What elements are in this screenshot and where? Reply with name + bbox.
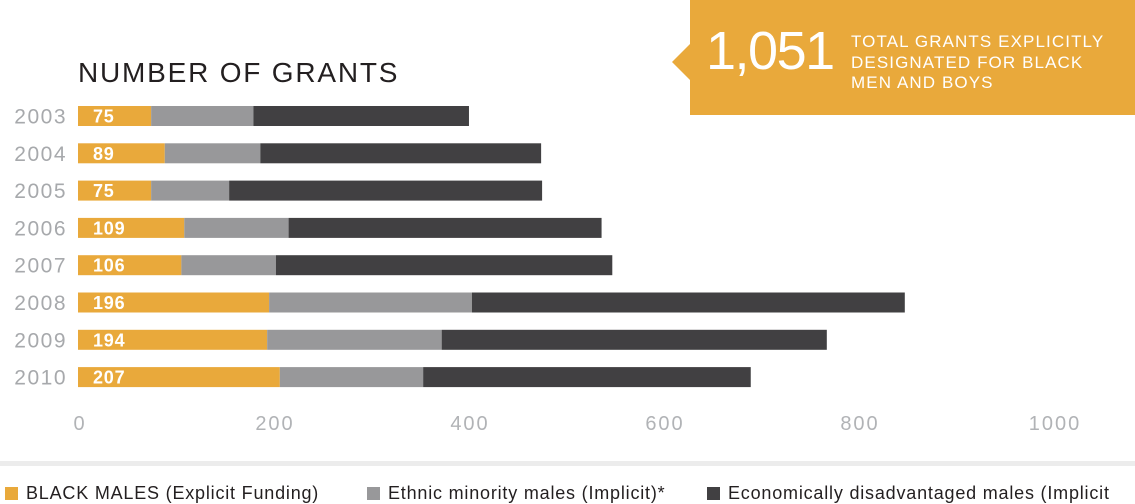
bar-segment-ethnic-minority-males-2003 (151, 106, 254, 126)
bar-segment-ethnic-minority-males-2007 (181, 255, 276, 276)
bar-segment-economically-disadvantaged-males-2008 (471, 292, 905, 313)
bar-segment-ethnic-minority-males-2006 (184, 217, 289, 238)
x-tick-label-800: 800 (840, 413, 879, 435)
bar-segment-economically-disadvantaged-males-2007 (275, 255, 613, 276)
bar-segment-economically-disadvantaged-males-2009 (441, 329, 827, 350)
bar-segment-black-males-2006 (78, 217, 185, 238)
bar-segment-ethnic-minority-males-2008 (269, 292, 472, 313)
bar-value-label-2003: 75 (93, 107, 115, 127)
bar-value-label-2007: 106 (93, 256, 125, 276)
bar-value-label-2009: 194 (93, 330, 125, 350)
bar-segment-black-males-2009 (78, 329, 268, 350)
bar-segment-black-males-2007 (78, 255, 182, 276)
chart-title: NUMBER OF GRANTS (78, 57, 400, 88)
year-label-2008: 2008 (14, 292, 67, 315)
bar-segment-economically-disadvantaged-males-2004 (260, 143, 542, 164)
callout-total-value: 1,051 (706, 21, 835, 81)
bar-segment-ethnic-minority-males-2009 (267, 329, 442, 350)
x-tick-label-200: 200 (255, 413, 294, 435)
bar-segment-black-males-2008 (78, 292, 270, 313)
stacked-bar-chart: 2003 75 2004 89 2005 75 2006 109 2007 106 2008 196 2… (14, 106, 1082, 436)
year-label-2009: 2009 (14, 329, 67, 352)
legend-swatch-ethnic-minority-males (367, 486, 380, 500)
x-tick-label-1000: 1000 (1029, 413, 1082, 435)
legend-item-black-males: BLACK MALES (Explicit Funding) (5, 484, 319, 502)
year-label-2005: 2005 (14, 180, 67, 203)
x-tick-label-0: 0 (73, 413, 86, 435)
legend-swatch-economically-disadvantaged-males (707, 486, 720, 500)
legend-item-ethnic-minority-males: Ethnic minority males (Implicit)* (367, 484, 665, 502)
year-label-2006: 2006 (14, 217, 67, 240)
bar-segment-economically-disadvantaged-males-2006 (288, 217, 602, 238)
year-label-2007: 2007 (14, 255, 67, 278)
callout-text-line-1: TOTAL GRANTS EXPLICITLY (851, 32, 1105, 51)
bar-segment-ethnic-minority-males-2010 (279, 367, 424, 388)
callout-pointer (672, 44, 690, 80)
bar-value-label-2004: 89 (93, 144, 115, 164)
bar-value-label-2010: 207 (93, 368, 125, 388)
total-grants-callout: 1,051 TOTAL GRANTS EXPLICITLY DESIGNATED… (672, 0, 1135, 115)
x-tick-label-400: 400 (450, 413, 489, 435)
bar-segment-black-males-2004 (78, 143, 165, 164)
legend-swatch-black-males (5, 486, 18, 500)
bar-segment-ethnic-minority-males-2004 (164, 143, 261, 164)
legend-divider (0, 461, 1135, 466)
year-label-2003: 2003 (14, 106, 67, 129)
callout-text-line-2: DESIGNATED FOR BLACK (851, 52, 1084, 72)
year-label-2004: 2004 (14, 143, 67, 166)
bar-segment-black-males-2010 (78, 367, 280, 388)
legend-label-black-males: BLACK MALES (Explicit Funding) (26, 483, 320, 503)
bar-segment-economically-disadvantaged-males-2005 (229, 180, 543, 201)
bar-value-label-2006: 109 (93, 218, 125, 238)
bar-segment-black-males-2005 (78, 180, 152, 201)
x-tick-label-600: 600 (645, 413, 684, 435)
legend-label-ethnic-minority-males: Ethnic minority males (Implicit)* (388, 483, 666, 503)
legend-label-economically-disadvantaged-males: Economically disadvantaged males (Implic… (728, 483, 1110, 503)
bar-segment-economically-disadvantaged-males-2003 (253, 106, 469, 126)
year-label-2010: 2010 (14, 367, 67, 390)
legend-item-economically-disadvantaged-males: Economically disadvantaged males (Implic… (707, 484, 1110, 502)
bar-segment-economically-disadvantaged-males-2010 (423, 367, 751, 388)
bar-value-label-2008: 196 (93, 293, 125, 313)
bar-segment-black-males-2003 (78, 106, 152, 126)
callout-description: TOTAL GRANTS EXPLICITLY DESIGNATED FOR B… (851, 32, 1104, 94)
bar-value-label-2005: 75 (93, 181, 115, 201)
bar-segment-ethnic-minority-males-2005 (151, 180, 230, 201)
callout-text-line-3: MEN AND BOYS (851, 73, 994, 92)
